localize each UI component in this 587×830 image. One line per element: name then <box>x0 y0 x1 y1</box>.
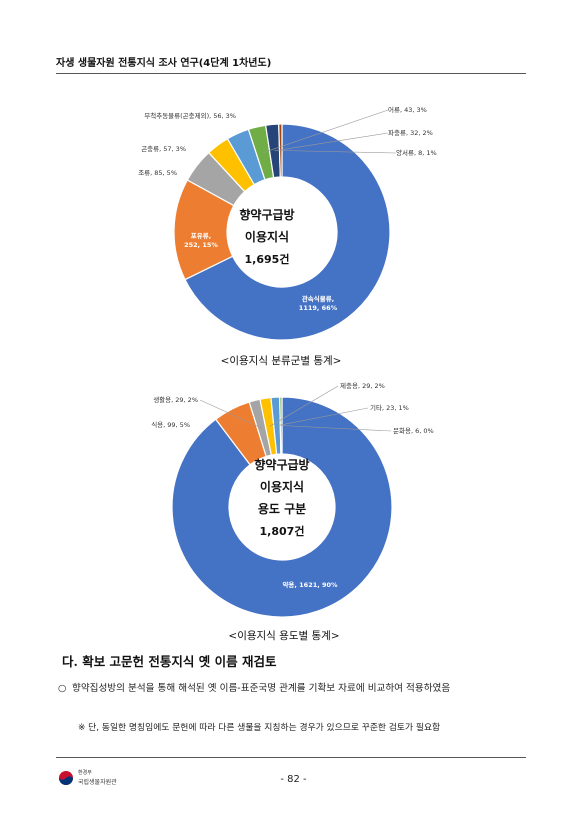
data-label: 어류, 43, 3% <box>388 105 427 114</box>
data-label: 약용, 1621, 90% <box>282 580 338 589</box>
taxon-donut-chart: 관속식물류,1119, 66% 포유류,252, 15% 조류, 85, 5% 곤충류… <box>138 105 437 341</box>
data-label: 252, 15% <box>184 241 218 249</box>
donut-slice <box>278 123 283 178</box>
leader-line <box>269 385 339 427</box>
data-label: 1119, 66% <box>299 304 338 312</box>
data-label: 곤충류, 57, 3% <box>141 144 186 153</box>
chart2-center-line2: 이용지식 <box>260 479 304 494</box>
chart2-caption: <이용지식 용도별 통계> <box>228 630 340 642</box>
data-label: 양서류, 8, 1% <box>396 148 437 157</box>
leader-line <box>276 407 369 426</box>
data-label: 관속식물류, <box>302 294 334 303</box>
donut-slice <box>279 396 283 455</box>
chart1-center-line1: 향약구급방 <box>239 207 294 222</box>
data-label: 무척추동물류(곤충제외), 56, 3% <box>144 111 236 120</box>
footer-rule <box>56 757 526 758</box>
donut-slice <box>184 123 391 341</box>
data-label: 파충류, 32, 2% <box>388 128 433 137</box>
chart1-caption: <이용지식 분류군별 통계> <box>220 355 342 367</box>
leader-line <box>281 425 392 432</box>
footer-organization: 환경부 국립생물자원관 <box>78 769 117 787</box>
data-label: 조류, 85, 5% <box>138 169 177 177</box>
chart2-center-line3: 용도 구분 <box>258 501 306 516</box>
section-heading: 다. 확보 고문헌 전통지식 옛 이름 재검토 <box>62 654 277 669</box>
chart1-center-line3: 1,695건 <box>245 252 290 266</box>
page-number: - 82 - <box>280 774 307 785</box>
note-text: ※ 단, 동일한 명칭임에도 문헌에 따라 다른 생물을 지칭하는 경우가 있으… <box>78 723 441 733</box>
data-label: 생활용, 29, 2% <box>153 395 198 404</box>
bullet-text: 향약집성방의 분석을 통해 해석된 옛 이름-표준국명 관계를 기확보 자료에 … <box>72 683 451 694</box>
circle-bullet-icon: ○ <box>58 683 67 694</box>
data-label: 문화용, 6, 0% <box>393 427 434 435</box>
leader-line <box>263 109 389 154</box>
data-label: 포유류, <box>191 231 211 240</box>
chart1-center-line2: 이용지식 <box>245 229 289 244</box>
data-label: 제충용, 29, 2% <box>340 381 385 390</box>
running-header: 자생 생물자원 전통지식 조사 연구(4단계 1차년도) <box>56 58 272 69</box>
leader-line <box>280 150 397 154</box>
data-label: 식용, 99, 5% <box>151 420 190 429</box>
data-label: 기타, 23, 1% <box>370 403 409 412</box>
donut-slice <box>171 396 393 618</box>
footer-ministry: 환경부 <box>78 770 92 776</box>
leader-line <box>274 132 389 152</box>
chart2-center-line4: 1,807건 <box>260 524 305 538</box>
usage-donut-chart: 약용, 1621, 90% 식용, 99, 5% 생활용, 29, 2% 제충용, 2… <box>151 381 434 618</box>
leader-line <box>199 399 262 429</box>
header-rule <box>56 73 526 74</box>
chart2-center-line1: 향약구급방 <box>254 457 309 472</box>
bullet-paragraph: ○ 향약집성방의 분석을 통해 해석된 옛 이름-표준국명 관계를 기확보 자료… <box>58 680 527 697</box>
government-logo-icon <box>59 771 73 785</box>
footer-institute: 국립생물자원관 <box>78 779 117 786</box>
